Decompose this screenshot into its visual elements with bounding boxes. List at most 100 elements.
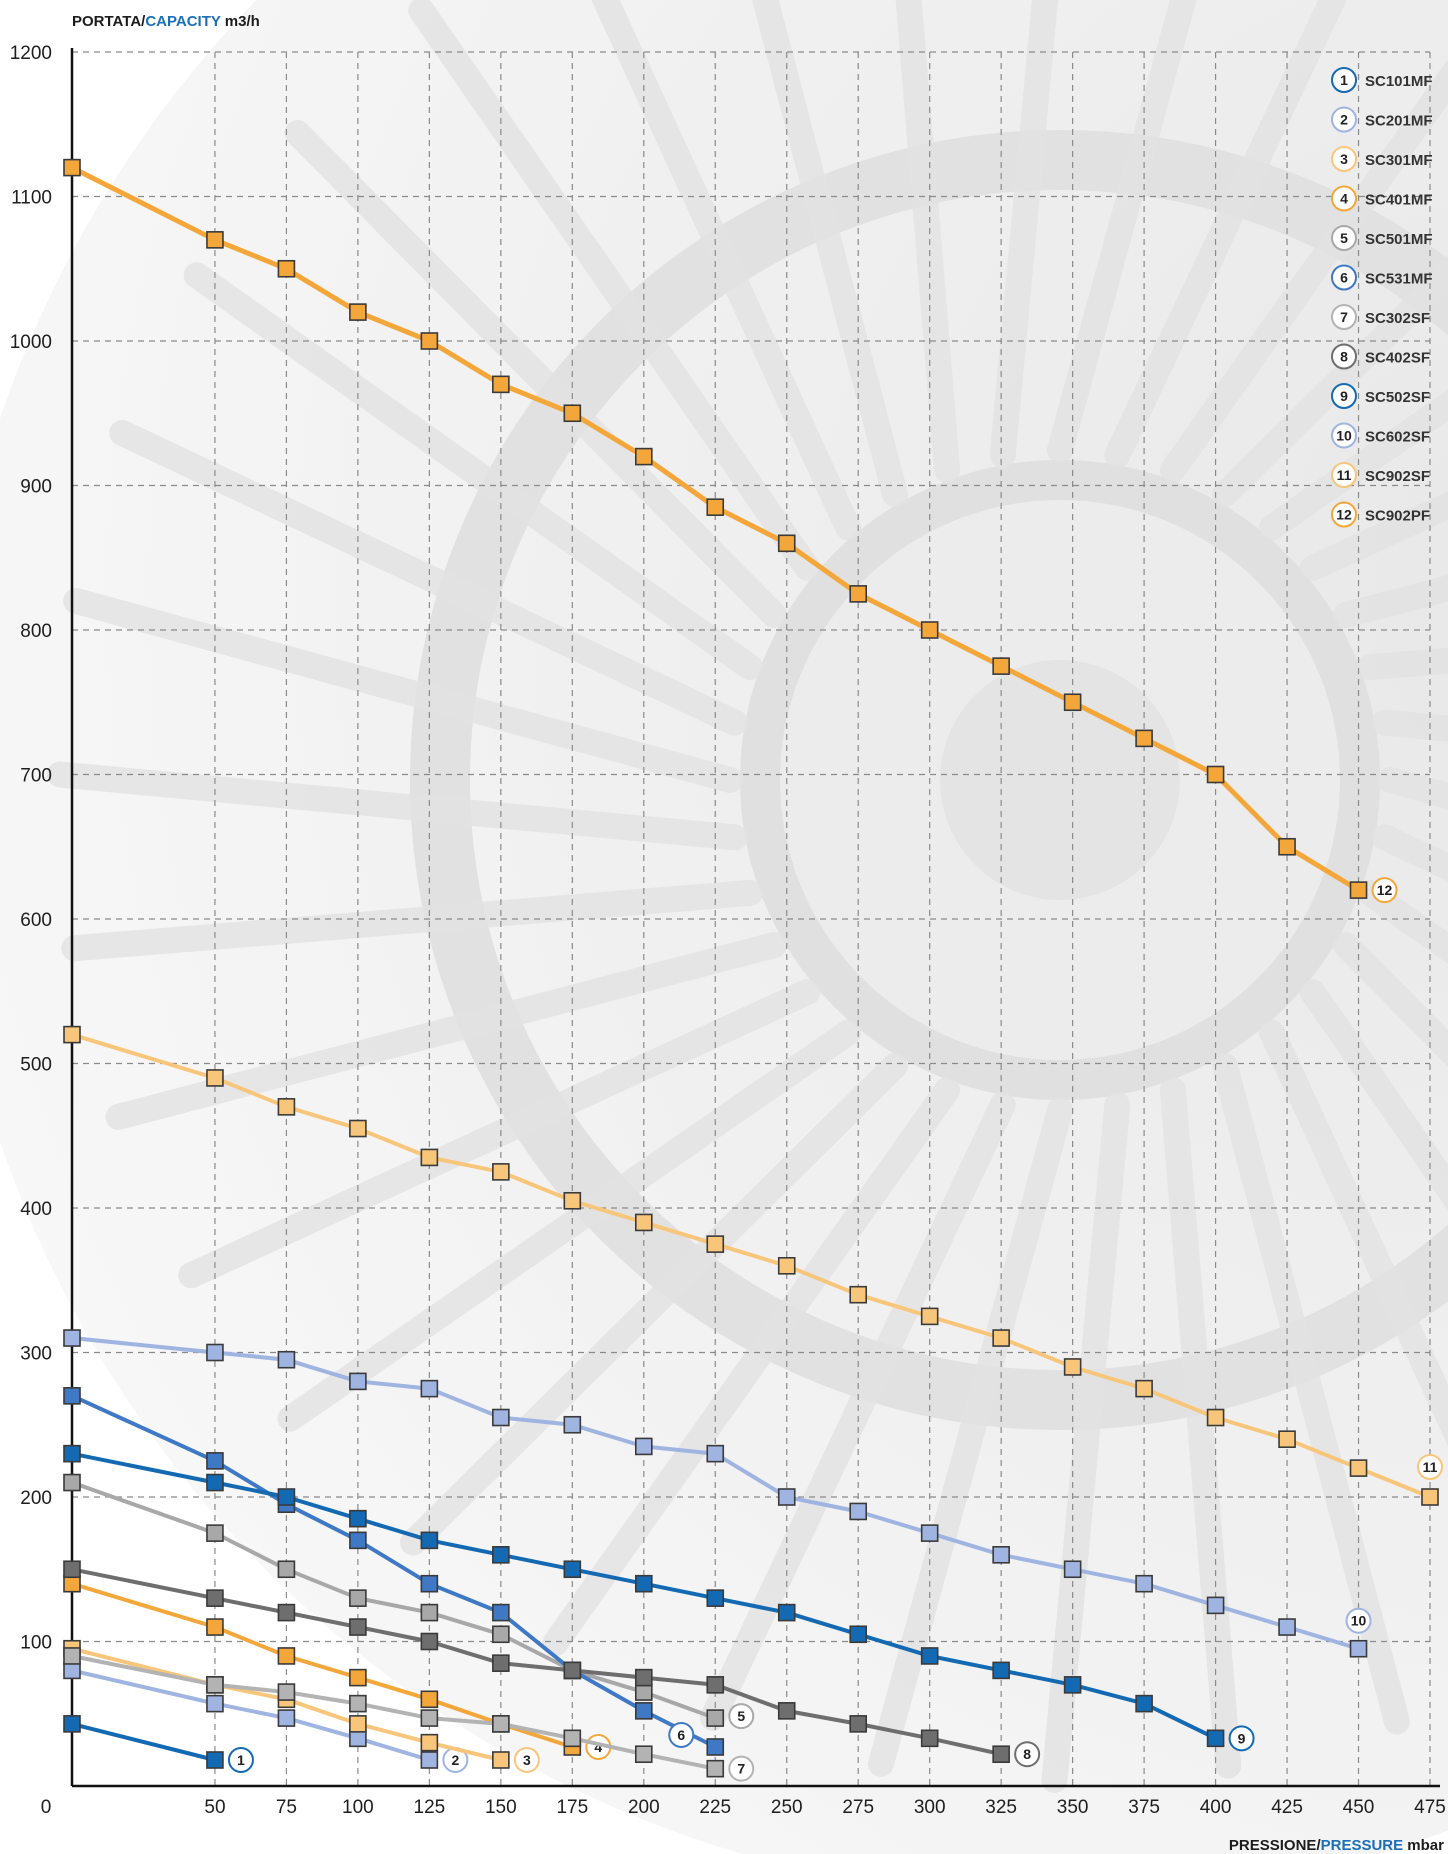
series-SC602SF: 10 [63,1329,1372,1658]
x-tick-label: 75 [276,1797,297,1818]
background-rib [1159,59,1448,483]
data-point-marker [349,1509,367,1528]
data-point-marker [206,1618,224,1636]
background-housing-ring [410,130,1448,1430]
legend-item: 7 SC302SF [1331,304,1430,330]
legend-item: 6 SC531MF [1331,264,1433,291]
legend-item: 8 SC402SF [1331,343,1430,370]
y-tick-label: 1100 [11,188,52,209]
legend-item: 10 SC602SF [1331,422,1430,449]
data-point-marker [349,1694,367,1713]
data-point-marker [349,1119,367,1138]
data-point-marker [1349,1459,1368,1477]
data-point-marker [349,1729,367,1748]
legend-badge [1331,383,1357,409]
grid [72,51,1431,1786]
data-point-marker [63,1025,81,1044]
data-point-marker [1206,1596,1225,1615]
x-tick-label: 350 [1057,1797,1089,1818]
data-point-marker [563,404,582,423]
data-point-marker [634,447,653,466]
background-rib [591,0,861,541]
legend-label: SC501MF [1365,231,1433,248]
x-tick-label: 125 [414,1797,446,1818]
legend-badge [1331,225,1357,251]
data-point-marker [849,1502,868,1521]
legend-item: 4 SC401MF [1331,185,1433,212]
legend-item: 9 SC502SF [1331,383,1430,409]
legend-item: 3 SC301MF [1331,146,1433,172]
data-point-marker [920,1524,939,1542]
data-point-marker [349,1668,367,1687]
data-point-marker [420,1574,439,1593]
series-end-badge-number: 5 [737,1708,745,1724]
data-point-marker [277,1603,296,1622]
y-tick-label: 500 [20,1055,52,1076]
data-point-marker [492,1163,510,1181]
legend-label: SC301MF [1365,152,1433,169]
data-point-marker [63,1444,81,1463]
data-point-marker [63,1473,81,1492]
series-end-badge [1345,1607,1372,1634]
axes: 1002003004005006007008009001000110012000… [10,43,1446,1818]
data-point-marker [777,1702,796,1720]
background-rib [699,1091,1016,1731]
series-end-badge-number: 12 [1377,882,1393,898]
legend-badge-number: 2 [1340,112,1348,128]
x-tick-label: 200 [628,1797,660,1818]
legend-badge [1331,422,1357,449]
data-point-marker [63,158,81,177]
data-point-marker [849,1625,868,1644]
x-axis-title: PRESSIONE/PRESSURE mbar [1229,1837,1444,1854]
background-rib [408,0,821,581]
data-point-marker [420,1733,439,1752]
x-tick-label: 0 [41,1797,52,1818]
y-axis-title-part: CAPACITY [145,13,221,30]
series-end-badge-number: 3 [523,1752,531,1768]
data-point-marker [634,1668,653,1687]
data-point-marker [206,1452,224,1470]
legend-badge [1331,146,1357,172]
series-end-badge [1228,1725,1255,1752]
data-point-marker [277,259,296,278]
data-point-marker [277,1647,296,1665]
legend-item: 5 SC501MF [1331,225,1433,251]
data-point-marker [1421,1488,1439,1506]
background-rib [867,1097,1073,1777]
legend-label: SC531MF [1365,271,1433,288]
data-point-marker [849,1285,868,1304]
data-point-marker [206,1751,224,1769]
x-tick-label: 225 [699,1797,731,1818]
x-tick-label: 50 [204,1797,225,1818]
background-rib [1299,979,1448,1211]
data-point-marker [492,1625,510,1644]
legend-badge [1331,264,1357,291]
data-point-marker [1206,1408,1225,1427]
data-point-marker [492,1751,510,1769]
background-rib [105,932,788,1130]
series-line [71,1451,1217,1741]
legend-item: 12 SC902PF [1331,501,1430,528]
data-point-marker [634,1437,653,1456]
y-tick-label: 100 [20,1633,52,1654]
x-axis-title-part: / [1316,1837,1321,1854]
x-tick-label: 175 [556,1797,588,1818]
legend-item: 1 SC101MF [1331,67,1433,93]
legend-item: 2 SC201MF [1331,106,1433,133]
data-point-marker [706,1676,725,1694]
y-tick-label: 200 [20,1488,52,1509]
y-axis-title-part: / [141,13,146,30]
background-rib [1159,1077,1242,1779]
x-tick-label: 450 [1343,1797,1375,1818]
legend-badge-number: 10 [1336,428,1352,444]
data-point-marker [849,1715,868,1733]
y-axis-title-part: PORTATA [72,13,141,30]
data-point-marker [563,1661,582,1680]
background-rib [1104,0,1347,469]
series-end-badge-number: 2 [451,1752,459,1768]
background-rib [1259,389,1448,541]
data-point-marker [206,1069,224,1087]
data-point-marker [777,1257,796,1275]
data-point-marker [634,1574,653,1593]
data-point-marker [420,1531,439,1550]
